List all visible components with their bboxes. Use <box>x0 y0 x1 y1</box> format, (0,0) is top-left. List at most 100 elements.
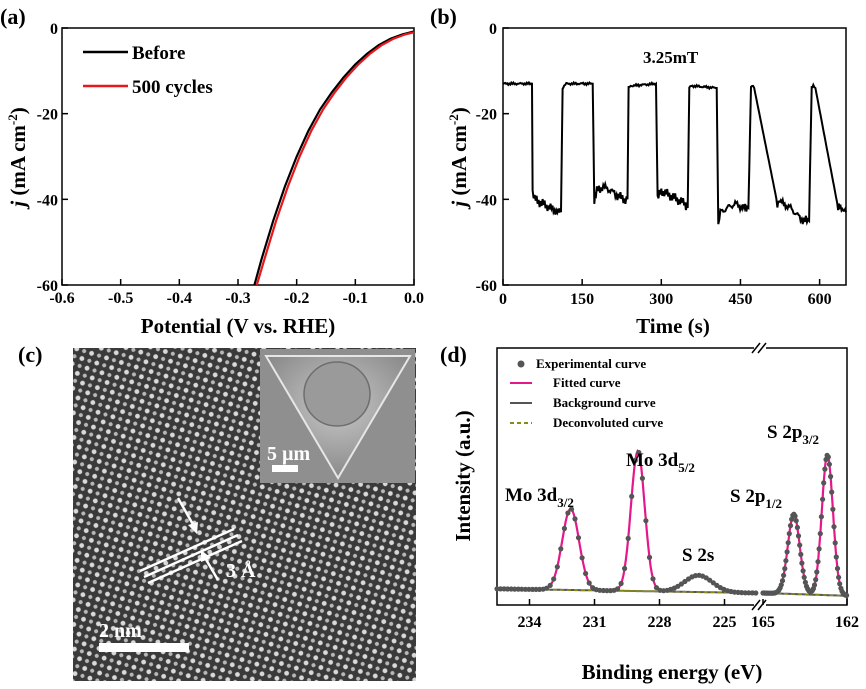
panel-d-peak-label: S 2p1/2 <box>730 486 782 511</box>
legend-label-deconvoluted: Deconvoluted curve <box>553 415 663 430</box>
panel-a-xtick-label: -0.6 <box>49 290 74 307</box>
panel-c: (c) 5 µm 3 Å 2 nm <box>18 342 416 681</box>
panel-d-experimental-point <box>753 590 759 596</box>
panel-d-experimental-point <box>579 555 585 561</box>
panel-d-experimental-point <box>820 496 826 502</box>
panel-a-xtick-label: -0.2 <box>284 290 309 307</box>
panel-d-experimental-point <box>653 585 660 591</box>
panel-d-experimental-point <box>586 580 592 586</box>
arrow-bottom-head <box>201 550 211 562</box>
panel-d-legend: Experimental curve Fitted curve Backgrou… <box>510 356 663 430</box>
panel-a-frame <box>61 27 415 286</box>
panel-d-experimental-point <box>821 480 827 486</box>
inset-scale-bar <box>272 465 298 472</box>
panel-a-ytick-label: -60 <box>37 278 58 295</box>
panel-d-experimental-point <box>575 535 582 541</box>
panel-d-experimental-point <box>707 577 713 583</box>
panel-d-xtick-label: 162 <box>835 614 859 631</box>
panel-d-experimental-point <box>639 475 646 481</box>
axis-break-gap <box>754 338 766 618</box>
panel-d-experimental-point <box>565 510 571 516</box>
panel-d-experimental-point <box>497 586 504 592</box>
panel-d-experimental-point <box>614 586 621 592</box>
panel-a: (a) -0.6 -0.5 -0.4 -0.3 -0.2 -0.1 0.0 0 -20 -40 -6… <box>0 4 424 338</box>
panel-d-experimental-point <box>646 554 653 561</box>
panel-d-experimental-point <box>797 542 803 548</box>
arrow-top-shaft <box>176 497 197 529</box>
panel-d-experimental-point <box>629 493 635 499</box>
panel-d-experimental-point <box>784 549 790 555</box>
axis-break-mark-bottom-2 <box>757 599 767 611</box>
panel-d-experimental-point <box>836 574 842 580</box>
panel-a-ticks: -0.6 -0.5 -0.4 -0.3 -0.2 -0.1 0.0 0 -20 -40 -60 <box>37 21 424 307</box>
panel-a-xtick-label: -0.3 <box>225 290 250 307</box>
panel-d-xtick-label: 228 <box>648 614 672 631</box>
panel-d-experimental-point <box>583 570 589 577</box>
panel-d-experimental-point <box>822 466 828 472</box>
panel-a-ytick-label: -20 <box>37 107 58 124</box>
panel-d-experimental-point <box>828 473 834 480</box>
panel-d: (d) 234 231 228 225 165 162 Mo 3d3/2 Mo 3d5/2 S… <box>440 338 859 684</box>
legend-swatch-experimental <box>517 360 525 368</box>
panel-b-xtick-label: 0 <box>499 291 507 308</box>
panel-d-experimental-point <box>643 518 649 524</box>
panel-d-experimental-point <box>512 586 518 592</box>
panel-b: (b) 0 150 300 450 600 0 -20 -40 -60 3.25mT Time … <box>430 4 847 338</box>
sem-inset: 5 µm <box>260 349 415 483</box>
panel-d-experimental-point <box>815 559 821 565</box>
panel-d-experimental-point <box>826 461 833 467</box>
panel-d-frame <box>496 347 848 606</box>
panel-b-frame <box>502 27 847 286</box>
panel-d-peak-label: S 2p3/2 <box>767 422 819 447</box>
panel-b-ytick-label: -40 <box>476 192 497 209</box>
panel-b-ylabel: j (mA cm-2) <box>446 107 471 210</box>
panel-b-xtick-label: 600 <box>808 291 832 308</box>
legend-label-experimental: Experimental curve <box>536 356 646 371</box>
panel-d-experimental-point <box>785 540 791 546</box>
panel-b-series <box>502 80 847 227</box>
panel-d-experimental-point <box>811 582 818 588</box>
panel-d-experimental-point <box>795 533 802 539</box>
panel-a-series <box>253 30 415 286</box>
panel-d-experimental-point <box>818 514 825 520</box>
panel-d-experimental-point <box>636 449 642 456</box>
lattice-line-3 <box>147 539 243 585</box>
axis-break-mark-bottom-1 <box>751 599 761 611</box>
panel-b-series-line <box>502 80 847 227</box>
panel-a-xtick-label: 0.0 <box>404 290 424 307</box>
panel-d-experimental-point <box>505 586 511 592</box>
panel-d-xtick-label: 231 <box>583 614 607 631</box>
panel-d-experimental-point <box>572 516 578 522</box>
panel-d-fitted-curve <box>497 449 757 595</box>
panel-b-ytick-label: -20 <box>476 107 497 124</box>
panel-d-experimental-point <box>829 489 835 495</box>
panel-d-peak-label: Mo 3d3/2 <box>505 485 574 510</box>
panel-d-experimental-point <box>632 457 638 463</box>
lattice-marker: 3 Å <box>139 497 256 585</box>
panel-d-experimental-point <box>831 524 837 530</box>
lattice-spacing-label: 3 Å <box>226 559 256 582</box>
axis-break-mark-top-1 <box>751 342 761 354</box>
panel-d-xtick-label: 165 <box>751 614 775 631</box>
panel-d-experimental-point <box>844 592 850 599</box>
panel-d-experimental-point <box>832 540 838 546</box>
panel-d-ticks: 234 231 228 225 165 162 <box>518 599 859 631</box>
panel-a-label: (a) <box>0 4 26 29</box>
panel-a-xtick-label: -0.4 <box>167 290 192 307</box>
inset-scale-label: 5 µm <box>267 443 311 465</box>
panel-d-experimental-point <box>833 554 839 560</box>
panel-d-xtick-label: 234 <box>518 614 542 631</box>
panel-d-experimental-point <box>825 454 831 460</box>
panel-d-deconvoluted-curve <box>497 449 757 594</box>
panel-a-legend: Before 500 cycles <box>83 43 213 98</box>
panel-d-experimental-point <box>792 513 798 519</box>
panel-a-xtick-label: -0.1 <box>343 290 368 307</box>
panel-b-label: (b) <box>430 4 457 29</box>
panel-b-ytick-label: 0 <box>489 21 497 38</box>
panel-d-experimental-point <box>800 568 806 574</box>
panel-d-experimental-point <box>813 577 819 583</box>
panel-d-experimental-point <box>789 516 795 522</box>
panel-d-experimental-point <box>618 580 624 587</box>
panel-d-experimental-point <box>816 546 822 552</box>
lattice-line-1 <box>139 527 235 573</box>
